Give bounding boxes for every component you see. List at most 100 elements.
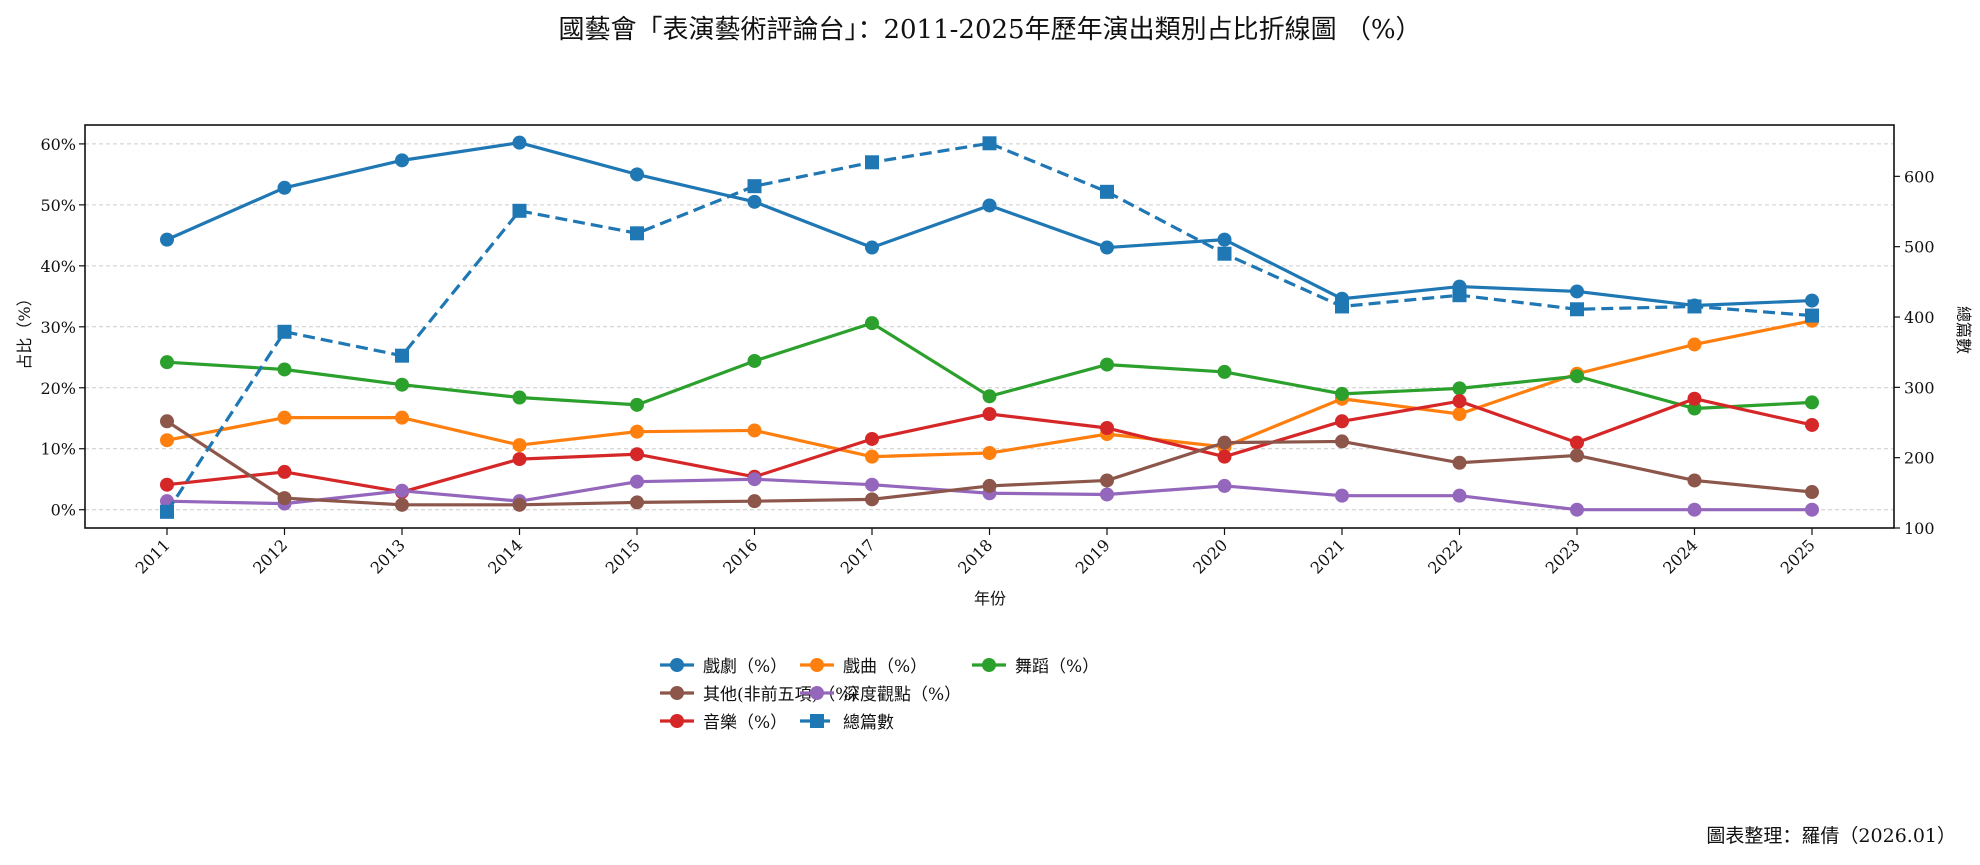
y-axis-right-label: 總篇數 xyxy=(1954,306,1973,354)
data-point xyxy=(1805,502,1819,517)
legend-marker xyxy=(810,686,824,700)
x-tick-label: 2012 xyxy=(249,535,291,577)
data-point xyxy=(1452,488,1467,503)
data-point xyxy=(1335,386,1349,401)
x-tick-label: 2023 xyxy=(1542,535,1584,577)
data-point xyxy=(277,180,292,195)
legend-marker xyxy=(670,686,684,700)
y-axis-right: 100 200 300 400 500 600 xyxy=(1894,167,1935,538)
legend-item: 深度觀點（%） xyxy=(800,685,961,705)
legend-item: 戲劇（%） xyxy=(660,657,787,677)
data-point xyxy=(982,406,997,421)
data-point xyxy=(395,483,409,498)
data-point xyxy=(982,478,997,493)
series-6 xyxy=(160,136,1819,519)
data-point xyxy=(1217,449,1232,464)
data-point xyxy=(277,491,292,506)
legend: 戲劇（%） 其他(非前五項)（%） 音樂（%） 戲曲（%） 深度觀點（%） 總篇數 舞蹈（%… xyxy=(660,657,1099,733)
legend-label: 戲曲（%） xyxy=(843,657,927,677)
data-point xyxy=(1217,478,1232,493)
data-point xyxy=(1570,448,1584,463)
series-1 xyxy=(160,313,1819,464)
y-right-tick-label: 200 xyxy=(1904,449,1935,468)
series-3 xyxy=(160,391,1819,500)
data-point xyxy=(1452,288,1467,303)
y-right-tick-label: 600 xyxy=(1904,167,1935,186)
data-point xyxy=(982,446,997,461)
y-tick-label: 40% xyxy=(40,257,76,276)
data-point xyxy=(1570,502,1584,517)
series-group xyxy=(160,135,1819,519)
data-point xyxy=(1217,232,1232,247)
data-point xyxy=(1805,417,1819,432)
data-point xyxy=(630,226,644,241)
legend-item: 其他(非前五項)（%） xyxy=(660,685,868,705)
data-point xyxy=(395,377,409,392)
y-tick-label: 50% xyxy=(40,196,76,215)
data-point xyxy=(277,464,292,479)
data-point xyxy=(160,477,174,492)
legend-label: 音樂（%） xyxy=(703,713,787,733)
legend-marker xyxy=(810,658,824,672)
legend-label: 其他(非前五項)（%） xyxy=(703,685,868,705)
data-point xyxy=(630,495,644,510)
x-tick-label: 2018 xyxy=(954,535,996,577)
data-point xyxy=(865,316,879,331)
series-line xyxy=(165,141,1813,513)
data-point xyxy=(865,492,879,507)
data-point xyxy=(277,410,292,425)
x-tick-label: 2015 xyxy=(602,535,644,577)
data-point xyxy=(1805,308,1819,323)
data-point xyxy=(865,240,879,255)
data-point xyxy=(747,494,762,509)
series-line xyxy=(166,141,1813,308)
legend-label: 舞蹈（%） xyxy=(1015,657,1099,677)
data-point xyxy=(160,504,174,519)
data-point xyxy=(512,390,527,405)
data-point xyxy=(512,203,527,218)
data-point xyxy=(747,423,762,438)
legend-item: 舞蹈（%） xyxy=(972,657,1099,677)
data-point xyxy=(395,348,409,363)
data-point xyxy=(1687,401,1702,416)
data-point xyxy=(865,449,879,464)
data-point xyxy=(1687,502,1702,517)
data-point xyxy=(1335,434,1349,449)
data-point xyxy=(1570,369,1584,384)
data-point xyxy=(1452,406,1467,421)
data-point xyxy=(1217,246,1232,261)
data-point xyxy=(512,135,527,150)
data-point xyxy=(1100,184,1114,199)
x-tick-label: 2019 xyxy=(1072,535,1114,577)
data-point xyxy=(865,155,879,170)
y-tick-label: 20% xyxy=(40,379,76,398)
data-point xyxy=(865,477,879,492)
x-tick-label: 2011 xyxy=(132,535,174,577)
data-point xyxy=(747,472,762,487)
y-axis-label: 占比（%） xyxy=(15,290,34,369)
data-point xyxy=(1100,421,1114,436)
data-point xyxy=(1217,364,1232,379)
data-point xyxy=(630,397,644,412)
data-point xyxy=(277,324,292,339)
x-tick-label: 2025 xyxy=(1777,535,1819,577)
data-point xyxy=(1335,299,1349,314)
data-point xyxy=(512,497,527,512)
y-axis-left: 0% 10% 20% 30% 40% 50% 60% xyxy=(40,135,85,520)
data-point xyxy=(982,136,997,151)
data-point xyxy=(512,438,527,453)
footer-credit: 圖表整理：羅倩（2026.01） xyxy=(1706,825,1956,847)
y-tick-label: 0% xyxy=(51,501,76,520)
data-point xyxy=(395,153,409,168)
y-right-tick-label: 300 xyxy=(1904,378,1935,397)
data-point xyxy=(1217,435,1232,450)
y-right-tick-label: 400 xyxy=(1904,308,1935,327)
data-point xyxy=(1687,299,1702,314)
y-tick-label: 30% xyxy=(40,318,76,337)
x-tick-label: 2022 xyxy=(1424,535,1466,577)
data-point xyxy=(747,179,762,194)
y-right-tick-label: 100 xyxy=(1904,519,1935,538)
x-tick-label: 2013 xyxy=(367,535,409,577)
data-point xyxy=(865,431,879,446)
